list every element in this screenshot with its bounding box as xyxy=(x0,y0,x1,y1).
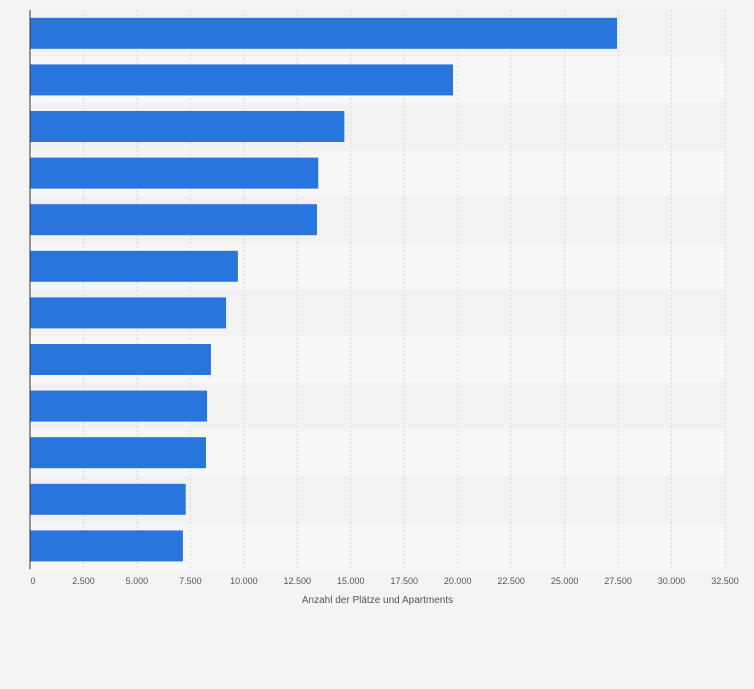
x-tick-label: 32.500 xyxy=(711,576,739,586)
bar xyxy=(30,17,618,49)
x-tick-label: 7.500 xyxy=(179,576,202,586)
bar xyxy=(30,437,206,469)
bar xyxy=(30,111,345,142)
x-tick-label: 20.000 xyxy=(444,576,472,586)
x-tick-label: 5.000 xyxy=(126,576,149,586)
x-tick-label: 10.000 xyxy=(230,576,258,586)
bar xyxy=(30,483,186,515)
x-tick-label: 15.000 xyxy=(337,576,365,586)
gridlines xyxy=(82,10,726,570)
x-tick-label: 30.000 xyxy=(658,576,686,586)
bar xyxy=(30,157,319,189)
x-tick-label: 12.500 xyxy=(284,576,312,586)
bar xyxy=(30,344,211,375)
bar xyxy=(30,297,227,329)
x-tick-label: 2.500 xyxy=(72,576,95,586)
bar xyxy=(30,64,453,96)
bar xyxy=(30,250,238,282)
x-tick-label: 0 xyxy=(30,576,35,586)
bar xyxy=(30,204,317,236)
bar xyxy=(30,530,183,562)
x-tick-labels: 0 2.500 5.000 7.500 10.000 12.500 15.000 17.500… xyxy=(30,576,738,586)
bars xyxy=(30,17,618,562)
x-axis-label: Anzahl der Plätze und Apartments xyxy=(302,595,453,606)
x-tick-label: 17.500 xyxy=(390,576,418,586)
x-tick-label: 25.000 xyxy=(551,576,579,586)
x-tick-label: 22.500 xyxy=(497,576,525,586)
x-tick-label: 27.500 xyxy=(604,576,632,586)
bar xyxy=(30,390,208,422)
